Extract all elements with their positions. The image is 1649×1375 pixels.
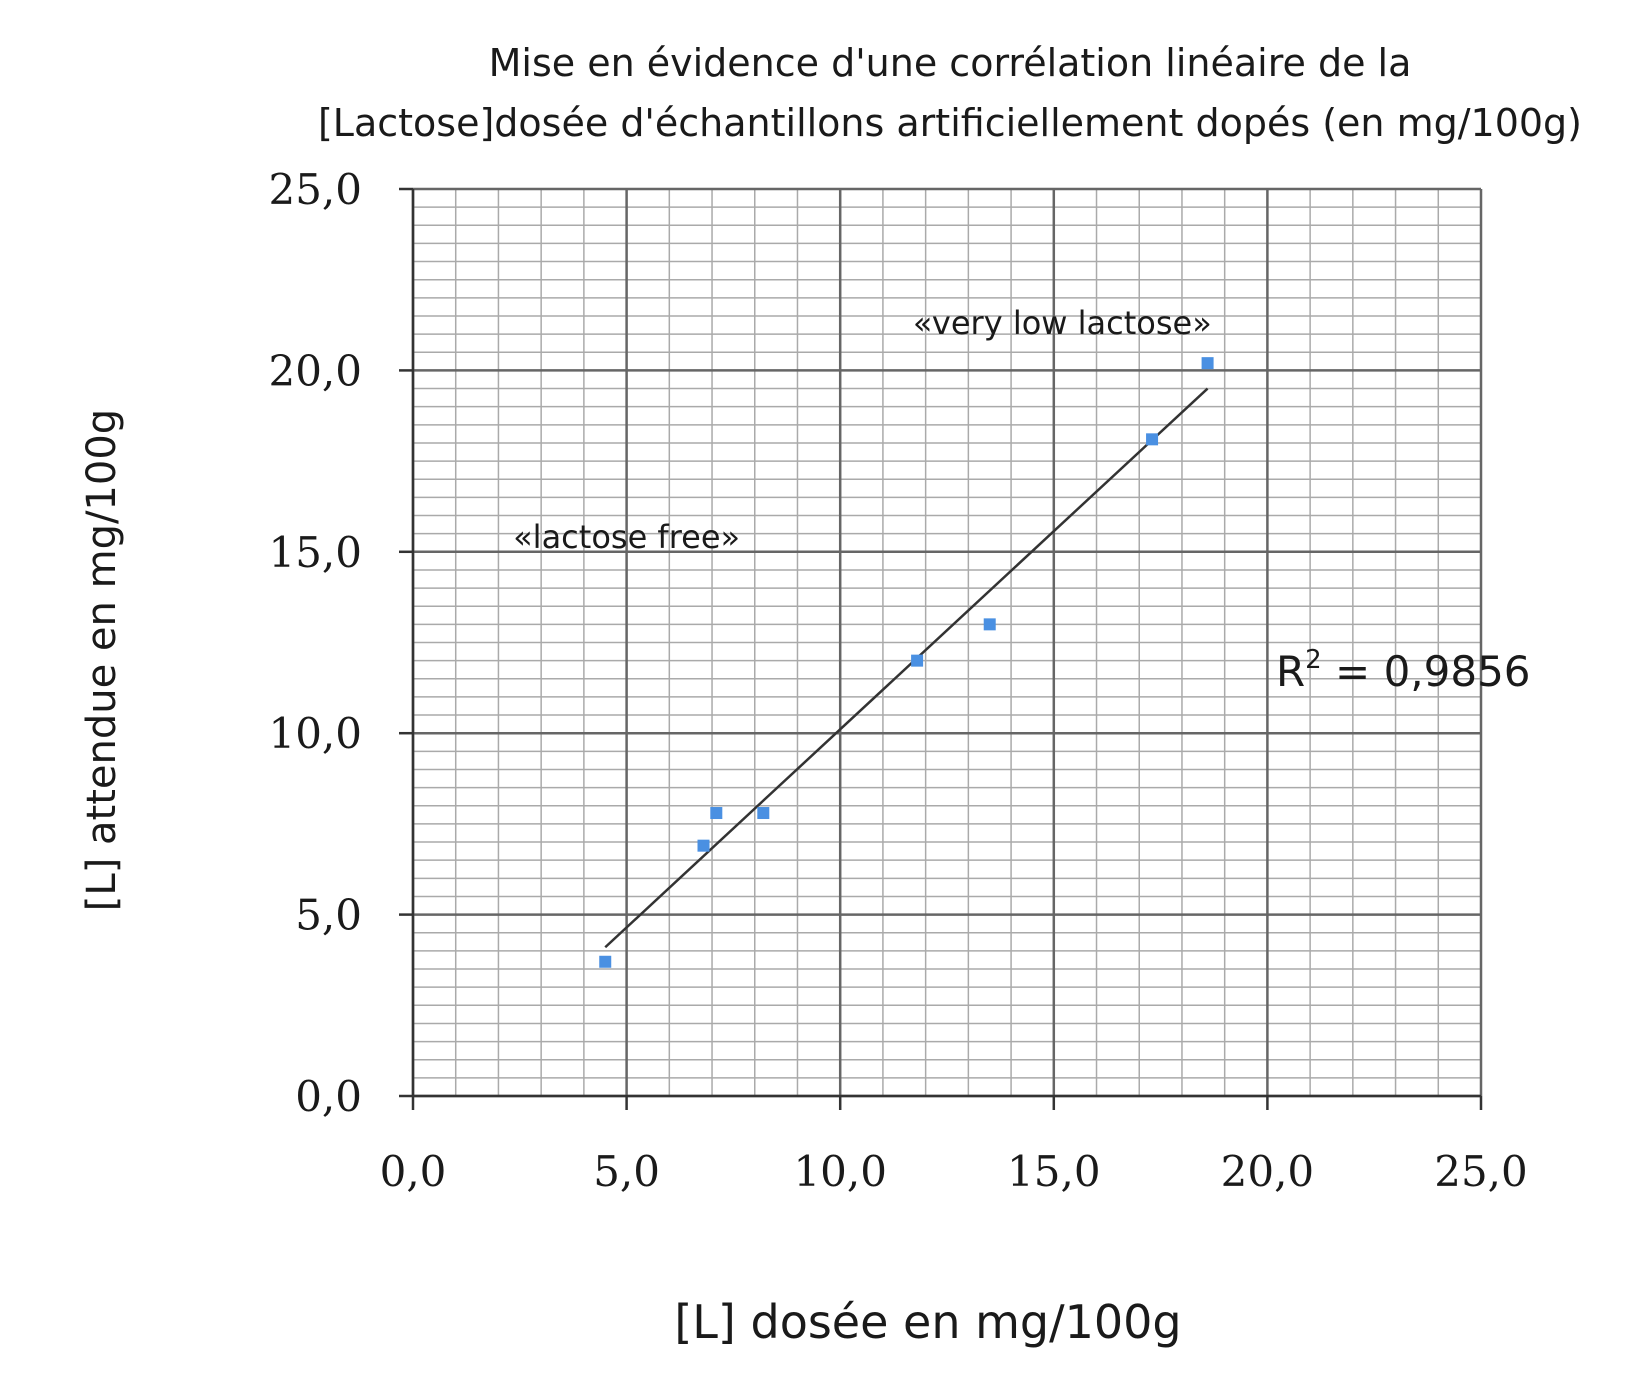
- data-point: [1201, 357, 1214, 370]
- r-squared-symbol: R: [1276, 647, 1305, 696]
- x-axis-ticks: 0,0 5,0 10,0 15,0 20,0 25,0: [380, 1096, 1528, 1196]
- annotation-label: «lactose free»: [513, 518, 740, 556]
- data-points: [599, 357, 1214, 968]
- x-axis-label: [L] dosée en mg/100g: [674, 1295, 1181, 1349]
- data-point: [599, 955, 612, 968]
- trendline: [604, 387, 1209, 949]
- y-axis-ticks: 0,0 5,0 10,0 15,0 20,0 25,0: [268, 165, 413, 1121]
- y-tick-label: 20,0: [268, 346, 362, 395]
- x-tick-label: 0,0: [380, 1147, 447, 1196]
- r-squared-superscript: 2: [1305, 645, 1322, 675]
- y-tick-label: 5,0: [295, 891, 362, 940]
- data-point: [983, 618, 996, 631]
- data-point: [757, 807, 770, 820]
- y-tick-label: 10,0: [268, 709, 362, 758]
- r-squared-label: R2 = 0,9856: [1276, 645, 1531, 696]
- annotation-label: «very low lactose»: [913, 304, 1212, 342]
- data-point: [911, 654, 924, 667]
- x-tick-label: 20,0: [1221, 1147, 1315, 1196]
- y-tick-label: 15,0: [268, 528, 362, 577]
- annotations: «very low lactose» «lactose free»: [513, 304, 1212, 556]
- x-tick-label: 10,0: [793, 1147, 887, 1196]
- x-tick-label: 5,0: [593, 1147, 660, 1196]
- grid-major: [411, 187, 1483, 1098]
- r-squared-value: = 0,9856: [1322, 647, 1531, 696]
- chart-title-line-2: [Lactose]dosée d'échantillons artificiel…: [318, 101, 1582, 145]
- data-point: [1146, 433, 1159, 446]
- data-point: [710, 807, 723, 820]
- y-axis-label: [L] attendue en mg/100g: [79, 409, 125, 911]
- y-tick-label: 25,0: [268, 165, 362, 214]
- axes: [411, 189, 1481, 1098]
- x-tick-label: 25,0: [1434, 1147, 1528, 1196]
- x-tick-label: 15,0: [1007, 1147, 1101, 1196]
- chart-title-line-1: Mise en évidence d'une corrélation linéa…: [489, 41, 1412, 85]
- data-point: [697, 839, 710, 852]
- y-tick-label: 0,0: [295, 1072, 362, 1121]
